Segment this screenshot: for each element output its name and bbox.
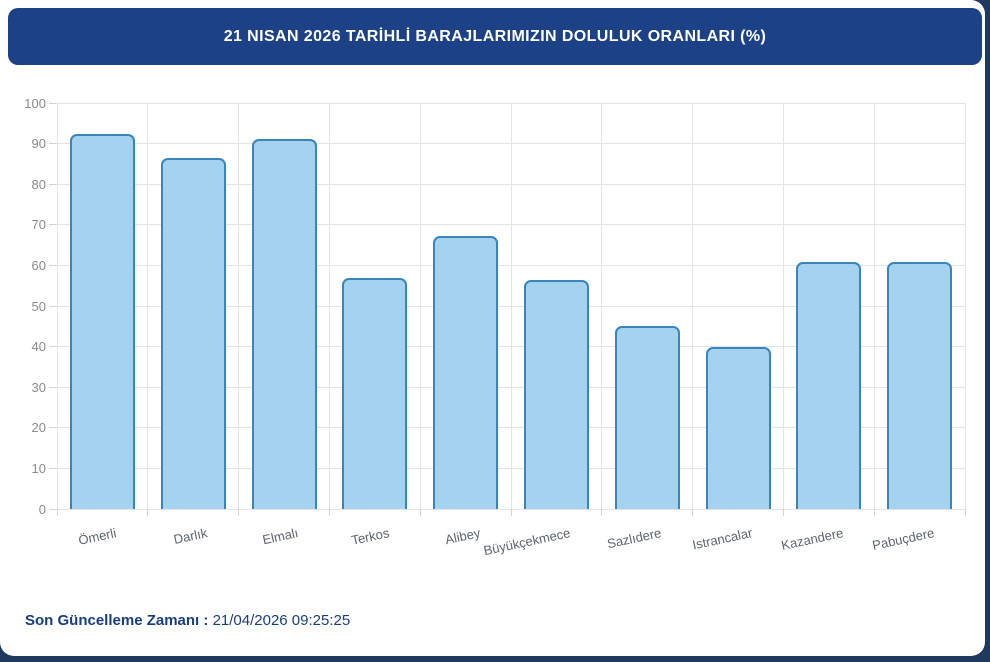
y-axis-tick-label: 100 [24,95,46,111]
bar-istrancalar[interactable] [705,347,771,509]
y-axis-tick [49,427,57,429]
x-axis-tick [692,509,694,516]
bar-terkos[interactable] [342,278,408,509]
x-axis-label: Alibey [443,525,482,548]
x-gridline [510,103,512,509]
x-axis-tick [873,509,875,516]
x-axis-tick [238,509,240,516]
x-gridline [238,103,240,509]
chart-title: 21 NISAN 2026 TARİHLİ BARAJLARIMIZIN DOL… [223,27,767,45]
x-gridline [964,103,966,509]
x-axis-tick [419,509,421,516]
y-axis-tick-label: 90 [31,136,46,152]
y-axis-tick [49,508,57,510]
x-gridline [419,103,421,509]
y-axis-tick-label: 20 [31,420,46,436]
bar-chart: 0 10 20 30 40 50 60 70 80 90 100 Ömerli Darlık Elmalı… [0,65,985,585]
y-axis-tick [49,305,57,307]
y-axis-tick-label: 10 [31,460,46,476]
y-axis-tick-label: 0 [38,501,46,517]
x-gridline [328,103,330,509]
x-gridline [56,103,58,509]
x-axis-label: Sazlıdere [605,525,663,552]
x-gridline [147,103,149,509]
y-axis-tick [49,386,57,388]
x-axis-label: Ömerli [77,525,118,548]
last-update-separator: : [199,612,213,629]
y-axis-tick-label: 80 [31,176,46,192]
x-axis-tick [510,509,512,516]
y-axis-tick-label: 40 [31,339,46,355]
plot-area [56,102,966,510]
x-axis-label: Pabuçdere [870,525,936,553]
y-axis-tick [49,102,57,104]
x-axis-label: Terkos [349,525,391,548]
bar-elmali[interactable] [251,139,317,509]
y-axis-tick-label: 70 [31,217,46,233]
y-axis-tick [49,224,57,226]
y-axis-tick [49,467,57,469]
x-axis-tick [328,509,330,516]
x-axis-label: Istrancalar [691,525,754,553]
y-axis-tick [49,143,57,145]
x-gridline [692,103,694,509]
chart-header-bar: 21 NISAN 2026 TARİHLİ BARAJLARIMIZIN DOL… [8,8,982,65]
x-axis-label: Darlık [172,525,209,547]
x-axis-label: Büyükçekmece [482,525,572,559]
y-axis-tick [49,264,57,266]
x-axis-label: Elmalı [261,525,300,548]
bar-sazlidere[interactable] [614,325,680,509]
x-axis-tick [147,509,149,516]
bar-alibey[interactable] [433,236,499,509]
y-axis-tick [49,346,57,348]
bar-pabucdere[interactable] [887,262,953,509]
x-gridline [782,103,784,509]
x-gridline [873,103,875,509]
x-axis-tick [56,509,58,516]
x-axis-label: Kazandere [779,525,845,553]
x-axis-tick [782,509,784,516]
last-update-note: Son Güncelleme Zamanı : 21/04/2026 09:25… [25,612,350,629]
last-update-value: 21/04/2026 09:25:25 [212,612,351,629]
x-axis-tick [964,509,966,516]
y-axis-tick-label: 50 [31,298,46,314]
last-update-label: Son Güncelleme Zamanı [25,612,200,629]
y-axis-tick [49,183,57,185]
x-axis-tick [601,509,603,516]
x-gridline [601,103,603,509]
bar-omerli[interactable] [69,133,135,509]
bar-buyukcekmece[interactable] [523,280,589,509]
bar-kazandere[interactable] [796,262,862,509]
y-axis-tick-label: 60 [31,257,46,273]
bar-darlik[interactable] [160,158,226,509]
y-axis-tick-label: 30 [31,379,46,395]
